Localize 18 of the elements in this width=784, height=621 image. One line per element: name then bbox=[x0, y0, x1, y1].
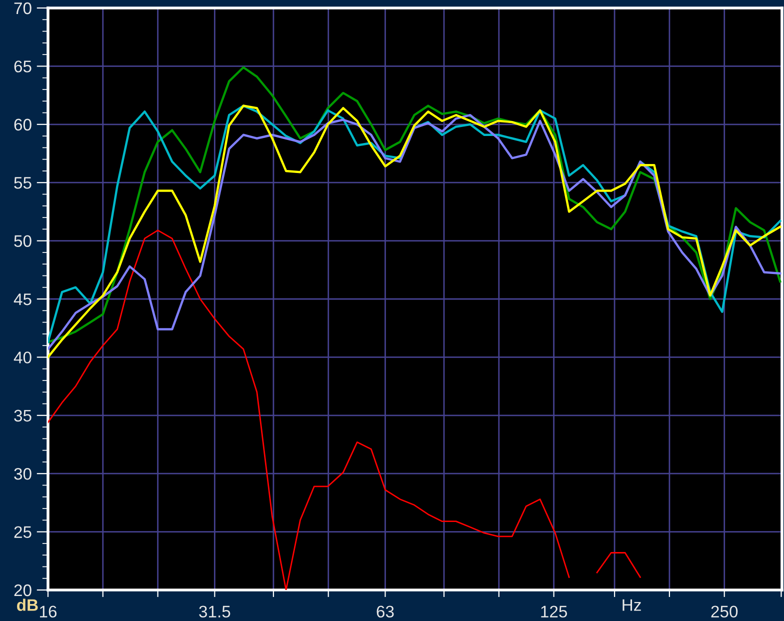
y-tick-label: 35 bbox=[14, 410, 32, 422]
y-tick-label: 50 bbox=[14, 235, 32, 248]
y-tick-label: 65 bbox=[14, 60, 32, 72]
x-tick-label: 31.5 bbox=[199, 606, 230, 618]
y-tick-label: 20 bbox=[14, 584, 32, 596]
x-tick-label: 125 bbox=[541, 606, 568, 618]
y-tick-label: 45 bbox=[14, 294, 32, 306]
x-axis-title: Hz bbox=[622, 599, 641, 611]
y-tick-label: 60 bbox=[14, 118, 32, 131]
x-tick-label: 250 bbox=[711, 606, 738, 618]
y-tick-label: 25 bbox=[14, 526, 32, 538]
y-axis-title: dB bbox=[17, 598, 38, 611]
y-tick-label: 30 bbox=[14, 468, 32, 480]
x-tick-label: 63 bbox=[376, 606, 394, 618]
x-tick-label: 16 bbox=[40, 606, 57, 618]
y-tick-label: 40 bbox=[14, 352, 32, 364]
y-tick-label: 55 bbox=[14, 177, 32, 189]
y-tick-label: 70 bbox=[14, 2, 32, 14]
